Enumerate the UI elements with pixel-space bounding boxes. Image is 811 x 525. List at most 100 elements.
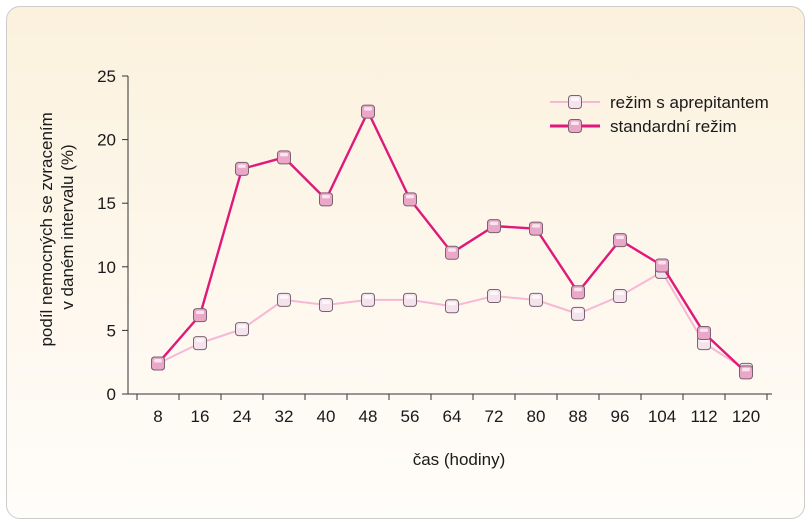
y-tick-label: 5 — [107, 321, 116, 340]
y-tick-label: 20 — [97, 131, 116, 150]
marker-highlight — [571, 121, 579, 125]
series-2 — [151, 104, 753, 380]
marker-highlight — [616, 291, 624, 296]
marker-highlight — [406, 194, 414, 199]
x-tick-label: 8 — [153, 407, 162, 426]
data-point — [235, 322, 249, 337]
data-point-marker — [235, 161, 249, 176]
data-point — [319, 297, 333, 312]
marker-highlight — [364, 107, 372, 111]
marker-highlight — [571, 97, 579, 101]
data-point-marker — [319, 297, 333, 312]
marker-highlight — [364, 295, 372, 299]
chart-panel: 0 5 10 15 20 25 8 16 24 32 40 48 56 64 72 80 88 96 104 112 1… — [6, 6, 805, 519]
data-point-marker — [361, 292, 375, 307]
data-point-marker — [613, 233, 627, 248]
data-point-marker — [697, 325, 711, 340]
marker-highlight — [154, 358, 162, 363]
data-point — [445, 245, 459, 260]
marker-highlight — [280, 152, 288, 157]
x-tick-label: 48 — [359, 407, 378, 426]
x-tick-label: 80 — [527, 407, 546, 426]
data-point — [235, 161, 249, 176]
data-point — [487, 219, 501, 234]
data-point — [361, 292, 375, 307]
marker-highlight — [238, 164, 246, 168]
data-point — [571, 285, 585, 300]
data-point — [193, 308, 207, 323]
data-point-marker — [277, 150, 291, 165]
data-point-marker — [739, 365, 753, 380]
x-tick-label: 88 — [569, 407, 588, 426]
legend-marker — [568, 95, 582, 109]
marker-highlight — [322, 194, 330, 199]
y-tick-label: 0 — [107, 385, 116, 404]
marker-highlight — [574, 287, 582, 292]
data-point-marker — [613, 289, 627, 304]
data-point-marker — [529, 292, 543, 307]
data-point-marker — [445, 299, 459, 314]
data-point-marker — [151, 356, 165, 371]
marker-highlight — [448, 301, 456, 306]
data-point — [613, 233, 627, 248]
marker-highlight — [490, 221, 498, 226]
data-point — [487, 289, 501, 304]
data-point — [193, 336, 207, 351]
x-tick-label: 72 — [485, 407, 504, 426]
data-point — [697, 325, 711, 340]
y-tick-label: 15 — [97, 194, 116, 213]
data-point — [445, 299, 459, 314]
legend-item-1: režim s aprepitantem — [550, 93, 769, 112]
series-line — [157, 270, 747, 371]
data-point-marker — [571, 306, 585, 321]
data-point-marker — [487, 289, 501, 304]
data-point — [319, 192, 333, 207]
x-tick-label: 120 — [732, 407, 760, 426]
x-axis-label: čas (hodiny) — [413, 450, 506, 469]
marker-highlight — [490, 291, 498, 296]
x-tick-label: 64 — [443, 407, 462, 426]
x-tick-label: 104 — [648, 407, 676, 426]
x-tick-label: 96 — [611, 407, 630, 426]
data-point — [571, 306, 585, 321]
data-point-marker — [403, 192, 417, 207]
marker-highlight — [742, 367, 750, 372]
legend-marker — [568, 119, 582, 133]
data-point-marker — [529, 221, 543, 236]
x-tick-label: 56 — [401, 407, 420, 426]
chart-svg: 0 5 10 15 20 25 8 16 24 32 40 48 56 64 72 80 88 96 104 112 1… — [37, 67, 772, 469]
y-axis-label: podíl nemocných se zvracením v daném int… — [37, 107, 77, 346]
data-point — [655, 258, 669, 273]
legend-item-2: standardní režim — [550, 117, 737, 136]
data-point — [361, 104, 375, 119]
data-point-marker — [571, 285, 585, 300]
marker-highlight — [700, 328, 708, 332]
data-point — [739, 365, 753, 380]
data-point — [529, 221, 543, 236]
data-point — [613, 289, 627, 304]
data-point-marker — [319, 192, 333, 207]
data-point-marker — [235, 322, 249, 337]
data-point-marker — [403, 292, 417, 307]
data-point-marker — [193, 308, 207, 323]
data-point — [529, 292, 543, 307]
y-axis-label-line-2: v daném intervalu (%) — [58, 144, 77, 309]
data-point-marker — [445, 245, 459, 260]
series-1 — [151, 264, 753, 377]
marker-highlight — [322, 300, 330, 304]
data-point — [277, 292, 291, 307]
marker-highlight — [280, 295, 288, 299]
x-tick-label: 112 — [690, 407, 717, 426]
data-point — [277, 150, 291, 165]
legend-label: režim s aprepitantem — [610, 93, 769, 112]
y-axis-label-line-1: podíl nemocných se zvracením — [37, 112, 56, 346]
marker-highlight — [238, 324, 246, 329]
y-tick-label: 10 — [97, 258, 116, 277]
marker-highlight — [448, 248, 456, 252]
marker-highlight — [406, 295, 414, 299]
legend-label: standardní režim — [610, 117, 737, 136]
y-tick-label: 25 — [97, 67, 116, 86]
marker-highlight — [196, 310, 204, 315]
data-point-marker — [361, 104, 375, 119]
marker-highlight — [532, 224, 540, 228]
